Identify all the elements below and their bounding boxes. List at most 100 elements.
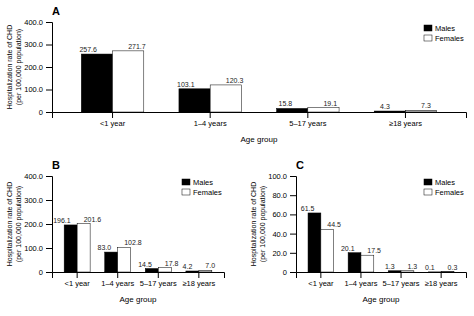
- y-tick: 200.0: [24, 220, 52, 229]
- bar: [179, 89, 210, 112]
- bar: [348, 253, 361, 272]
- y-axis-title-line: Hospitalization rate of CHD: [6, 25, 14, 109]
- data-label: 7.0: [205, 262, 215, 269]
- data-label: 0.1: [425, 264, 435, 271]
- tick-label: ≥18 years: [182, 279, 215, 288]
- y-axis: 020.040.060.080.0100.0: [268, 172, 296, 277]
- y-tick: 200.0: [24, 63, 52, 72]
- x-axis-title: Age group: [363, 295, 400, 304]
- tick-label: 300.0: [24, 40, 43, 49]
- tick-label: 0: [39, 268, 43, 277]
- bar: [113, 51, 144, 112]
- bar: [277, 108, 308, 112]
- y-tick: 300.0: [24, 40, 52, 49]
- y-tick: 20.0: [272, 249, 296, 258]
- tick-label: ≥18 years: [425, 279, 458, 288]
- tick-mark: [401, 272, 402, 278]
- tick-mark: [46, 112, 52, 113]
- y-tick: 60.0: [272, 210, 296, 219]
- y-axis-title: Hospitalization rate of CHD(per 100,000 …: [250, 182, 267, 266]
- data-label: 15.8: [279, 100, 293, 107]
- bar: [388, 271, 401, 272]
- x-tick: <1 year: [100, 112, 126, 128]
- y-tick: 100.0: [268, 172, 296, 181]
- bar: [374, 111, 405, 112]
- bar: [77, 224, 90, 272]
- tick-mark: [441, 272, 442, 278]
- legend-item: Males: [424, 178, 455, 187]
- tick-mark: [46, 272, 52, 273]
- bars: [308, 213, 454, 272]
- tick-label: 100.0: [24, 85, 43, 94]
- tick-label: 0: [283, 268, 287, 277]
- y-tick: 100.0: [24, 85, 52, 94]
- chart: 0100.0200.0300.0400.0<1 year1–4 years5–1…: [0, 0, 474, 316]
- bar: [321, 229, 334, 272]
- bar: [145, 269, 158, 272]
- bar: [199, 270, 212, 272]
- legend-swatch: [424, 179, 432, 185]
- y-axis-title-line: (per 100,000 population): [259, 186, 267, 262]
- legend-label: Females: [193, 188, 222, 197]
- tick-mark: [46, 45, 52, 46]
- tick-mark: [198, 272, 199, 278]
- tick-label: 1–4 years: [101, 279, 134, 288]
- tick-mark: [117, 272, 118, 278]
- axis-domain: [53, 113, 467, 119]
- bar: [158, 268, 171, 272]
- y-axis-title-line: (per 100,000 population): [15, 186, 23, 262]
- axis-domain: [297, 273, 467, 279]
- tick-label: 100.0: [24, 244, 43, 253]
- bar: [441, 271, 454, 272]
- tick-label: 20.0: [272, 249, 287, 258]
- data-labels: 196.183.014.54.2201.6102.817.87.0: [53, 216, 215, 270]
- legend-swatch: [182, 189, 190, 195]
- y-tick: 0: [39, 268, 52, 277]
- y-tick: 0: [283, 268, 296, 277]
- x-tick: 5–17 years: [140, 272, 177, 288]
- panel-label: B: [52, 159, 60, 171]
- y-axis: 0100.0200.0300.0400.0: [24, 18, 52, 117]
- data-labels: 257.6103.115.84.3271.7120.319.17.3: [79, 43, 431, 110]
- data-label: 7.3: [421, 102, 431, 109]
- y-axis-title: Hospitalization rate of CHD(per 100,000 …: [6, 182, 23, 266]
- data-label: 44.5: [327, 221, 341, 228]
- bars: [64, 224, 212, 272]
- data-label: 4.3: [380, 103, 390, 110]
- bar: [428, 271, 441, 272]
- legend-label: Females: [435, 188, 464, 197]
- y-axis-title: Hospitalization rate of CHD(per 100,000 …: [6, 25, 23, 109]
- x-tick: 1–4 years: [101, 272, 134, 288]
- axis-domain: [46, 23, 53, 113]
- data-label: 103.1: [177, 81, 195, 88]
- legend-item: Females: [424, 188, 464, 197]
- bar: [308, 108, 339, 112]
- legend-label: Males: [193, 178, 213, 187]
- tick-label: 200.0: [24, 220, 43, 229]
- legend-item: Males: [424, 24, 455, 33]
- bar: [210, 85, 241, 112]
- tick-label: ≥18 years: [389, 119, 422, 128]
- tick-mark: [46, 224, 52, 225]
- tick-mark: [320, 272, 321, 278]
- y-axis-title-line: (per 100,000 population): [15, 29, 23, 105]
- tick-mark: [405, 112, 406, 118]
- tick-mark: [290, 234, 296, 235]
- axis-domain: [46, 177, 53, 273]
- legend: MalesFemales: [424, 24, 464, 43]
- tick-mark: [46, 248, 52, 249]
- tick-label: 200.0: [24, 63, 43, 72]
- bar: [361, 255, 374, 272]
- x-tick: <1 year: [65, 272, 91, 288]
- data-label: 120.3: [226, 77, 244, 84]
- tick-label: <1 year: [65, 279, 91, 288]
- data-label: 20.1: [341, 245, 355, 252]
- data-label: 1.3: [385, 263, 395, 270]
- legend-label: Females: [435, 34, 464, 43]
- y-tick: 100.0: [24, 244, 52, 253]
- tick-mark: [360, 272, 361, 278]
- data-label: 4.2: [183, 263, 193, 270]
- data-label: 0.3: [448, 264, 458, 271]
- legend-swatch: [424, 25, 432, 31]
- data-label: 19.1: [323, 100, 337, 107]
